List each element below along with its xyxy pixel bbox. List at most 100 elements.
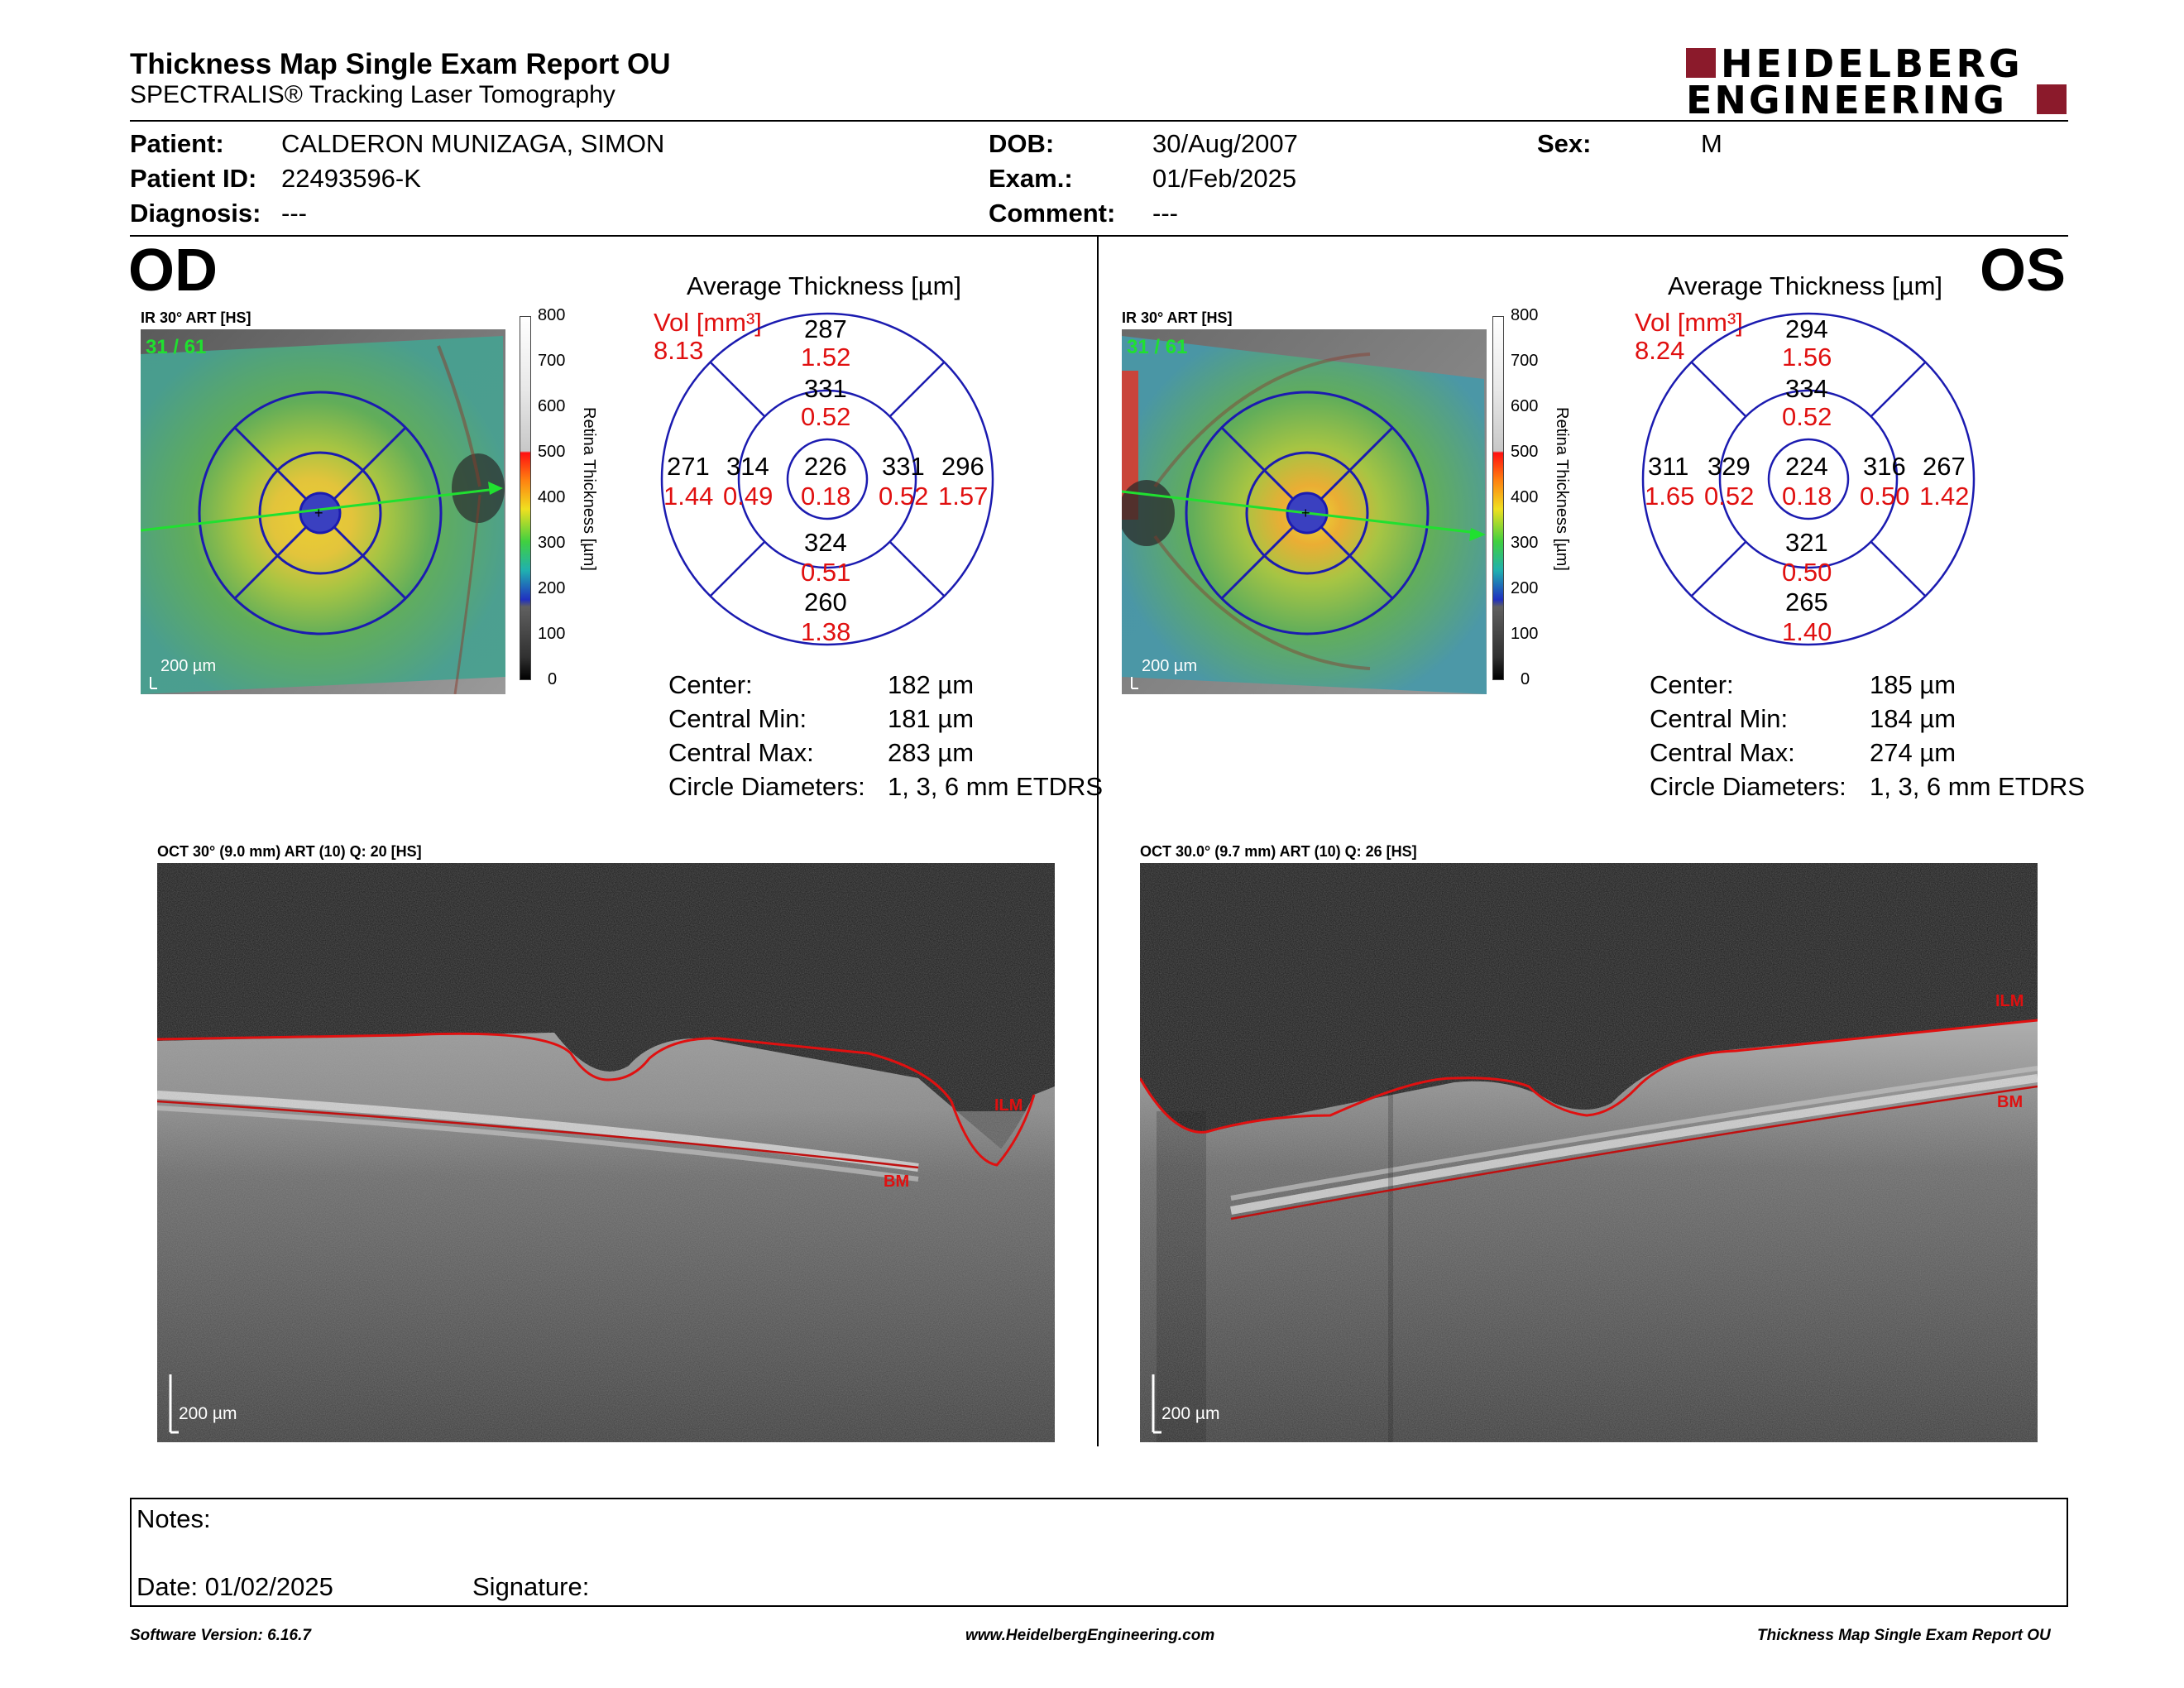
comment-value: --- (1152, 199, 1178, 228)
notes-box[interactable]: Notes: Date: 01/02/2025 Signature: (130, 1498, 2068, 1607)
os-outer-right-v: 1.42 (1919, 482, 1970, 511)
logo-red-square-right (2037, 84, 2067, 114)
tick-700: 700 (1511, 352, 1539, 370)
od-inner-sup-v: 0.52 (801, 402, 851, 431)
od-outer-inf-v: 1.38 (801, 617, 851, 646)
od-max-label: Central Max: (668, 738, 814, 767)
report-subtitle: SPECTRALIS® Tracking Laser Tomography (130, 81, 615, 108)
dob-value: 30/Aug/2007 (1152, 129, 1298, 158)
os-ilm-label: ILM (1995, 992, 2024, 1010)
patient-id-value: 22493596-K (281, 164, 421, 193)
od-vol-label: Vol [mm³] (654, 308, 762, 337)
os-map-scale: 200 µm (1142, 657, 1198, 675)
od-colorbar: 800 700 600 500 400 300 200 100 0 Retina… (511, 306, 619, 688)
tick-700: 700 (538, 352, 566, 370)
diagnosis-value: --- (281, 199, 307, 228)
os-min-value: 184 µm (1870, 704, 1956, 733)
os-outer-sup-v: 1.56 (1782, 343, 1832, 372)
od-inner-left-t: 314 (726, 452, 769, 481)
footer-software: Software Version: 6.16.7 (130, 1627, 311, 1644)
dob-label: DOB: (989, 129, 1055, 158)
sex-label: Sex: (1537, 129, 1592, 158)
date-label: Date: 01/02/2025 (136, 1572, 333, 1601)
od-min-label: Central Min: (668, 704, 807, 733)
od-outer-left-t: 271 (667, 452, 710, 481)
os-diam-value: 1, 3, 6 mm ETDRS (1870, 772, 2086, 801)
report-title: Thickness Map Single Exam Report OU (130, 48, 671, 80)
od-colorbar-strip (520, 316, 531, 680)
od-bm-label: BM (884, 1172, 910, 1191)
os-oct-label: OCT 30.0° (9.7 mm) ART (10) Q: 26 [HS] (1140, 843, 1417, 860)
patient-value: CALDERON MUNIZAGA, SIMON (281, 129, 665, 158)
os-center-t: 224 (1785, 452, 1828, 481)
od-diam-label: Circle Diameters: (668, 772, 865, 801)
os-inner-right-t: 316 (1863, 452, 1906, 481)
tick-100: 100 (538, 625, 566, 643)
od-inner-left-v: 0.49 (723, 482, 774, 511)
diagnosis-label: Diagnosis: (130, 199, 261, 228)
notes-label: Notes: (136, 1504, 211, 1533)
center-divider (1097, 237, 1099, 1446)
os-center-label: Center: (1650, 670, 1734, 699)
od-inner-right-t: 331 (882, 452, 925, 481)
tick-200: 200 (1511, 579, 1539, 597)
os-outer-left-v: 1.65 (1645, 482, 1695, 511)
od-outer-right-t: 296 (941, 452, 984, 481)
tick-800: 800 (1511, 306, 1539, 324)
os-avg-title: Average Thickness [µm] (1668, 271, 1943, 300)
od-frame-count: 31 / 61 (146, 336, 207, 358)
od-inner-inf-t: 324 (804, 528, 847, 557)
od-center-t: 226 (804, 452, 847, 481)
tick-200: 200 (538, 579, 566, 597)
header-divider (130, 120, 2068, 122)
os-center-v: 0.18 (1782, 482, 1832, 511)
od-center-value: 182 µm (888, 670, 975, 699)
os-oct-scan: ILM BM 200 µm (1140, 863, 2038, 1442)
od-max-value: 283 µm (888, 738, 975, 767)
os-vol-value: 8.24 (1635, 336, 1685, 365)
od-oct-svg (157, 863, 1055, 1442)
os-outer-inf-v: 1.40 (1782, 617, 1832, 646)
od-vol-value: 8.13 (654, 336, 704, 365)
od-avg-title: Average Thickness [µm] (687, 271, 962, 300)
os-diam-label: Circle Diameters: (1650, 772, 1846, 801)
svg-text:+: + (314, 505, 323, 521)
os-outer-sup-t: 294 (1785, 314, 1828, 343)
logo-red-square-left (1686, 48, 1716, 78)
tick-300: 300 (538, 534, 566, 552)
tick-500: 500 (1511, 443, 1539, 461)
od-oct-scan: ILM BM 200 µm (157, 863, 1055, 1442)
os-thickness-map: + 31 / 61 200 µm (1122, 329, 1487, 694)
os-eye-label: OS (1980, 237, 2067, 304)
os-colorbar: 800 700 600 500 400 300 200 100 0 Retina… (1484, 306, 1592, 688)
os-max-value: 274 µm (1870, 738, 1956, 767)
os-vol-label: Vol [mm³] (1635, 308, 1743, 337)
os-center-value: 185 µm (1870, 670, 1956, 699)
heidelberg-logo: HEIDELBERG ENGINEERING (1686, 41, 2068, 122)
od-thickness-map: + 31 / 61 200 µm (141, 329, 505, 694)
od-etdrs-grid (660, 312, 994, 646)
tick-100: 100 (1511, 625, 1539, 643)
tick-0: 0 (1521, 670, 1530, 688)
od-min-value: 181 µm (888, 704, 975, 733)
od-center-v: 0.18 (801, 482, 851, 511)
os-outer-right-t: 267 (1923, 452, 1966, 481)
od-outer-left-v: 1.44 (663, 482, 714, 511)
patient-id-label: Patient ID: (130, 164, 257, 193)
od-ir-label: IR 30° ART [HS] (141, 309, 251, 326)
od-outer-inf-t: 260 (804, 587, 847, 616)
os-map-svg: + (1122, 329, 1487, 694)
os-ir-label: IR 30° ART [HS] (1122, 309, 1233, 326)
footer-website[interactable]: www.HeidelbergEngineering.com (965, 1627, 1215, 1644)
od-eye-label: OD (128, 237, 218, 304)
tick-0: 0 (548, 670, 558, 688)
od-oct-scale: 200 µm (179, 1404, 237, 1423)
os-inner-sup-t: 334 (1785, 374, 1828, 403)
os-inner-left-v: 0.52 (1704, 482, 1755, 511)
os-frame-count: 31 / 61 (1127, 336, 1188, 358)
od-colorbar-label: Retina Thickness [µm] (580, 407, 598, 571)
sex-value: M (1701, 129, 1722, 158)
logo-line2: ENGINEERING (1686, 78, 2007, 122)
os-inner-sup-v: 0.52 (1782, 402, 1832, 431)
os-colorbar-label: Retina Thickness [µm] (1553, 407, 1571, 571)
